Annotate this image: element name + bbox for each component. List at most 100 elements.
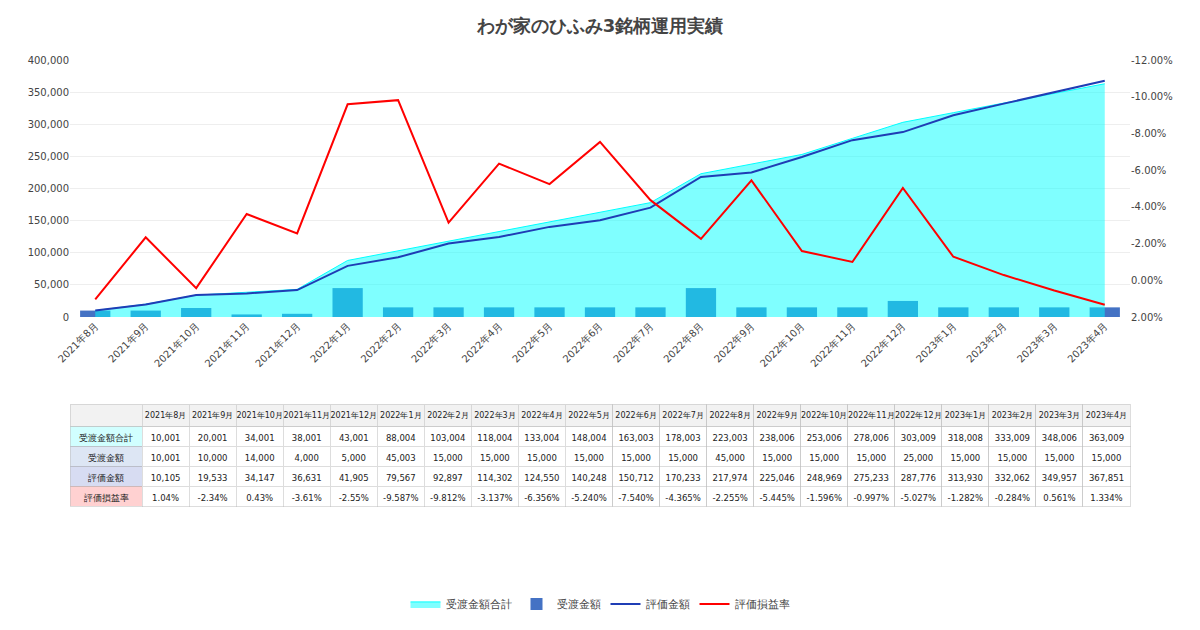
svg-text:45,000: 45,000 bbox=[715, 453, 745, 463]
svg-text:2.00%: 2.00% bbox=[1131, 312, 1163, 323]
svg-text:-4.365%: -4.365% bbox=[665, 493, 700, 503]
svg-text:評価損益率: 評価損益率 bbox=[84, 493, 129, 503]
svg-text:5,000: 5,000 bbox=[342, 453, 366, 463]
svg-text:2022年5月: 2022年5月 bbox=[568, 411, 609, 420]
svg-text:15,000: 15,000 bbox=[762, 453, 792, 463]
svg-text:2022年11月: 2022年11月 bbox=[848, 411, 895, 420]
svg-text:19,533: 19,533 bbox=[198, 473, 228, 483]
svg-text:313,930: 313,930 bbox=[948, 473, 983, 483]
svg-text:-9.587%: -9.587% bbox=[383, 493, 418, 503]
svg-text:15,000: 15,000 bbox=[950, 453, 980, 463]
svg-text:163,003: 163,003 bbox=[618, 433, 653, 443]
svg-text:92,897: 92,897 bbox=[433, 473, 463, 483]
svg-text:15,000: 15,000 bbox=[621, 453, 651, 463]
svg-text:-12.00%: -12.00% bbox=[1131, 55, 1173, 66]
svg-text:140,248: 140,248 bbox=[571, 473, 606, 483]
svg-text:2022年4月: 2022年4月 bbox=[460, 320, 504, 364]
svg-text:2023年1月: 2023年1月 bbox=[945, 411, 986, 420]
svg-text:2022年8月: 2022年8月 bbox=[661, 320, 705, 364]
svg-text:2022年1月: 2022年1月 bbox=[380, 411, 421, 420]
svg-text:2022年4月: 2022年4月 bbox=[521, 411, 562, 420]
svg-text:2021年8月: 2021年8月 bbox=[56, 320, 100, 364]
svg-text:-3.137%: -3.137% bbox=[477, 493, 512, 503]
svg-text:2021年11月: 2021年11月 bbox=[203, 320, 252, 369]
svg-text:2022年10月: 2022年10月 bbox=[758, 320, 807, 369]
svg-text:15,000: 15,000 bbox=[480, 453, 510, 463]
svg-text:2022年9月: 2022年9月 bbox=[756, 411, 797, 420]
svg-text:332,062: 332,062 bbox=[995, 473, 1030, 483]
svg-text:400,000: 400,000 bbox=[28, 55, 69, 66]
svg-text:15,000: 15,000 bbox=[527, 453, 557, 463]
svg-text:2023年3月: 2023年3月 bbox=[1039, 411, 1080, 420]
svg-text:103,004: 103,004 bbox=[430, 433, 465, 443]
svg-text:15,000: 15,000 bbox=[1092, 453, 1122, 463]
svg-text:2023年2月: 2023年2月 bbox=[964, 320, 1008, 364]
svg-text:2021年10月: 2021年10月 bbox=[152, 320, 201, 369]
svg-text:-6.356%: -6.356% bbox=[524, 493, 559, 503]
svg-text:15,000: 15,000 bbox=[668, 453, 698, 463]
svg-text:0: 0 bbox=[63, 312, 69, 323]
svg-text:248,969: 248,969 bbox=[807, 473, 842, 483]
svg-text:評価金額: 評価金額 bbox=[88, 473, 124, 483]
svg-text:15,000: 15,000 bbox=[433, 453, 463, 463]
svg-text:15,000: 15,000 bbox=[809, 453, 839, 463]
svg-text:-2.55%: -2.55% bbox=[339, 493, 369, 503]
svg-text:275,233: 275,233 bbox=[854, 473, 889, 483]
svg-text:88,004: 88,004 bbox=[386, 433, 416, 443]
svg-text:36,631: 36,631 bbox=[292, 473, 322, 483]
svg-text:278,006: 278,006 bbox=[854, 433, 889, 443]
svg-text:170,233: 170,233 bbox=[666, 473, 701, 483]
svg-text:300,000: 300,000 bbox=[28, 119, 69, 130]
svg-text:受渡金額合計: 受渡金額合計 bbox=[446, 598, 512, 611]
svg-text:303,009: 303,009 bbox=[901, 433, 936, 443]
svg-text:114,302: 114,302 bbox=[477, 473, 512, 483]
svg-text:100,000: 100,000 bbox=[28, 247, 69, 258]
svg-text:150,712: 150,712 bbox=[618, 473, 653, 483]
svg-text:-2.00%: -2.00% bbox=[1131, 238, 1166, 249]
svg-text:250,000: 250,000 bbox=[28, 151, 69, 162]
svg-text:2022年6月: 2022年6月 bbox=[561, 320, 605, 364]
svg-text:2022年1月: 2022年1月 bbox=[308, 320, 352, 364]
svg-text:41,905: 41,905 bbox=[339, 473, 369, 483]
svg-text:217,974: 217,974 bbox=[713, 473, 748, 483]
svg-text:4,000: 4,000 bbox=[295, 453, 319, 463]
svg-text:2023年1月: 2023年1月 bbox=[914, 320, 958, 364]
svg-text:2022年7月: 2022年7月 bbox=[662, 411, 703, 420]
svg-text:2022年12月: 2022年12月 bbox=[859, 320, 908, 369]
svg-text:363,009: 363,009 bbox=[1089, 433, 1124, 443]
svg-text:15,000: 15,000 bbox=[856, 453, 886, 463]
svg-text:34,147: 34,147 bbox=[245, 473, 275, 483]
svg-text:79,567: 79,567 bbox=[386, 473, 416, 483]
svg-text:1.04%: 1.04% bbox=[152, 493, 179, 503]
svg-text:-2.255%: -2.255% bbox=[712, 493, 747, 503]
svg-text:15,000: 15,000 bbox=[998, 453, 1028, 463]
svg-text:0.43%: 0.43% bbox=[246, 493, 273, 503]
svg-text:-0.997%: -0.997% bbox=[854, 493, 889, 503]
svg-text:2022年8月: 2022年8月 bbox=[709, 411, 750, 420]
svg-text:124,550: 124,550 bbox=[524, 473, 559, 483]
svg-text:受渡金額: 受渡金額 bbox=[557, 598, 601, 611]
svg-text:2022年2月: 2022年2月 bbox=[427, 411, 468, 420]
svg-text:2022年5月: 2022年5月 bbox=[510, 320, 554, 364]
svg-text:133,004: 133,004 bbox=[524, 433, 559, 443]
svg-text:わが家のひふみ3銘柄運用実績: わが家のひふみ3銘柄運用実績 bbox=[476, 15, 724, 36]
svg-text:2021年9月: 2021年9月 bbox=[192, 411, 233, 420]
svg-text:-1.282%: -1.282% bbox=[948, 493, 983, 503]
svg-text:118,004: 118,004 bbox=[477, 433, 512, 443]
svg-text:253,006: 253,006 bbox=[807, 433, 842, 443]
svg-text:38,001: 38,001 bbox=[292, 433, 322, 443]
svg-text:2023年4月: 2023年4月 bbox=[1086, 411, 1127, 420]
svg-text:2022年9月: 2022年9月 bbox=[712, 320, 756, 364]
svg-text:2022年3月: 2022年3月 bbox=[409, 320, 453, 364]
svg-text:318,008: 318,008 bbox=[948, 433, 983, 443]
svg-text:-5.027%: -5.027% bbox=[901, 493, 936, 503]
svg-text:148,004: 148,004 bbox=[571, 433, 606, 443]
svg-text:223,003: 223,003 bbox=[713, 433, 748, 443]
svg-text:20,001: 20,001 bbox=[198, 433, 228, 443]
svg-text:受渡金額: 受渡金額 bbox=[88, 453, 124, 463]
svg-text:2022年10月: 2022年10月 bbox=[801, 411, 848, 420]
svg-text:2021年12月: 2021年12月 bbox=[253, 320, 302, 369]
svg-text:-2.34%: -2.34% bbox=[198, 493, 228, 503]
svg-text:2021年11月: 2021年11月 bbox=[283, 411, 330, 420]
svg-text:10,001: 10,001 bbox=[151, 433, 181, 443]
